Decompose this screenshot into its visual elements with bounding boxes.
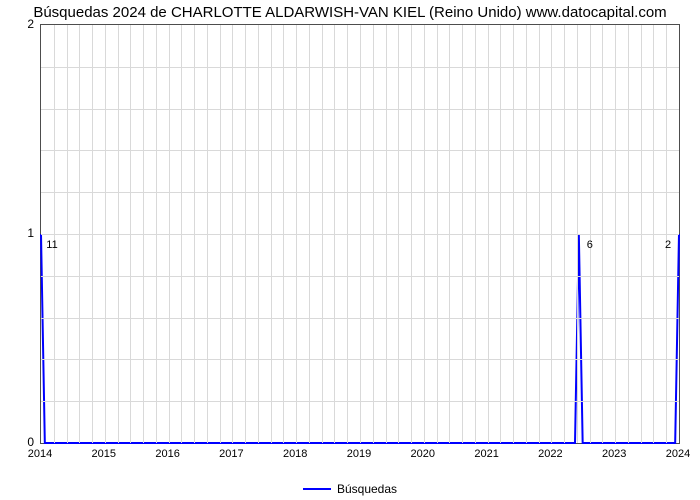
gridline-h-minor (41, 359, 679, 360)
y-tick-label: 2 (0, 17, 34, 31)
x-tick-label: 2021 (474, 448, 498, 460)
x-tick-label: 2016 (155, 448, 179, 460)
plot-area (40, 24, 680, 444)
y-tick-label: 0 (0, 435, 34, 449)
x-tick-label: 2023 (602, 448, 626, 460)
x-tick-label: 2017 (219, 448, 243, 460)
legend-label: Búsquedas (337, 482, 397, 496)
gridline-h-minor (41, 401, 679, 402)
data-point-label: 6 (587, 239, 593, 251)
chart-title: Búsquedas 2024 de CHARLOTTE ALDARWISH-VA… (0, 4, 700, 21)
gridline-h-minor (41, 318, 679, 319)
x-tick-label: 2014 (28, 448, 52, 460)
legend-swatch (303, 488, 331, 490)
data-point-label: 11 (46, 239, 57, 251)
x-tick-label: 2022 (538, 448, 562, 460)
x-tick-label: 2018 (283, 448, 307, 460)
x-tick-label: 2020 (411, 448, 435, 460)
legend: Búsquedas (0, 482, 700, 496)
x-tick-label: 2015 (92, 448, 116, 460)
y-tick-label: 1 (0, 226, 34, 240)
gridline-h-minor (41, 67, 679, 68)
x-tick-label: 2019 (347, 448, 371, 460)
chart-container: Búsquedas 2024 de CHARLOTTE ALDARWISH-VA… (0, 0, 700, 500)
x-tick-label: 2024 (666, 448, 690, 460)
data-point-label: 2 (665, 239, 671, 251)
gridline-h (41, 234, 679, 235)
gridline-h-minor (41, 276, 679, 277)
gridline-h-minor (41, 109, 679, 110)
gridline-h-minor (41, 150, 679, 151)
gridline-h-minor (41, 192, 679, 193)
